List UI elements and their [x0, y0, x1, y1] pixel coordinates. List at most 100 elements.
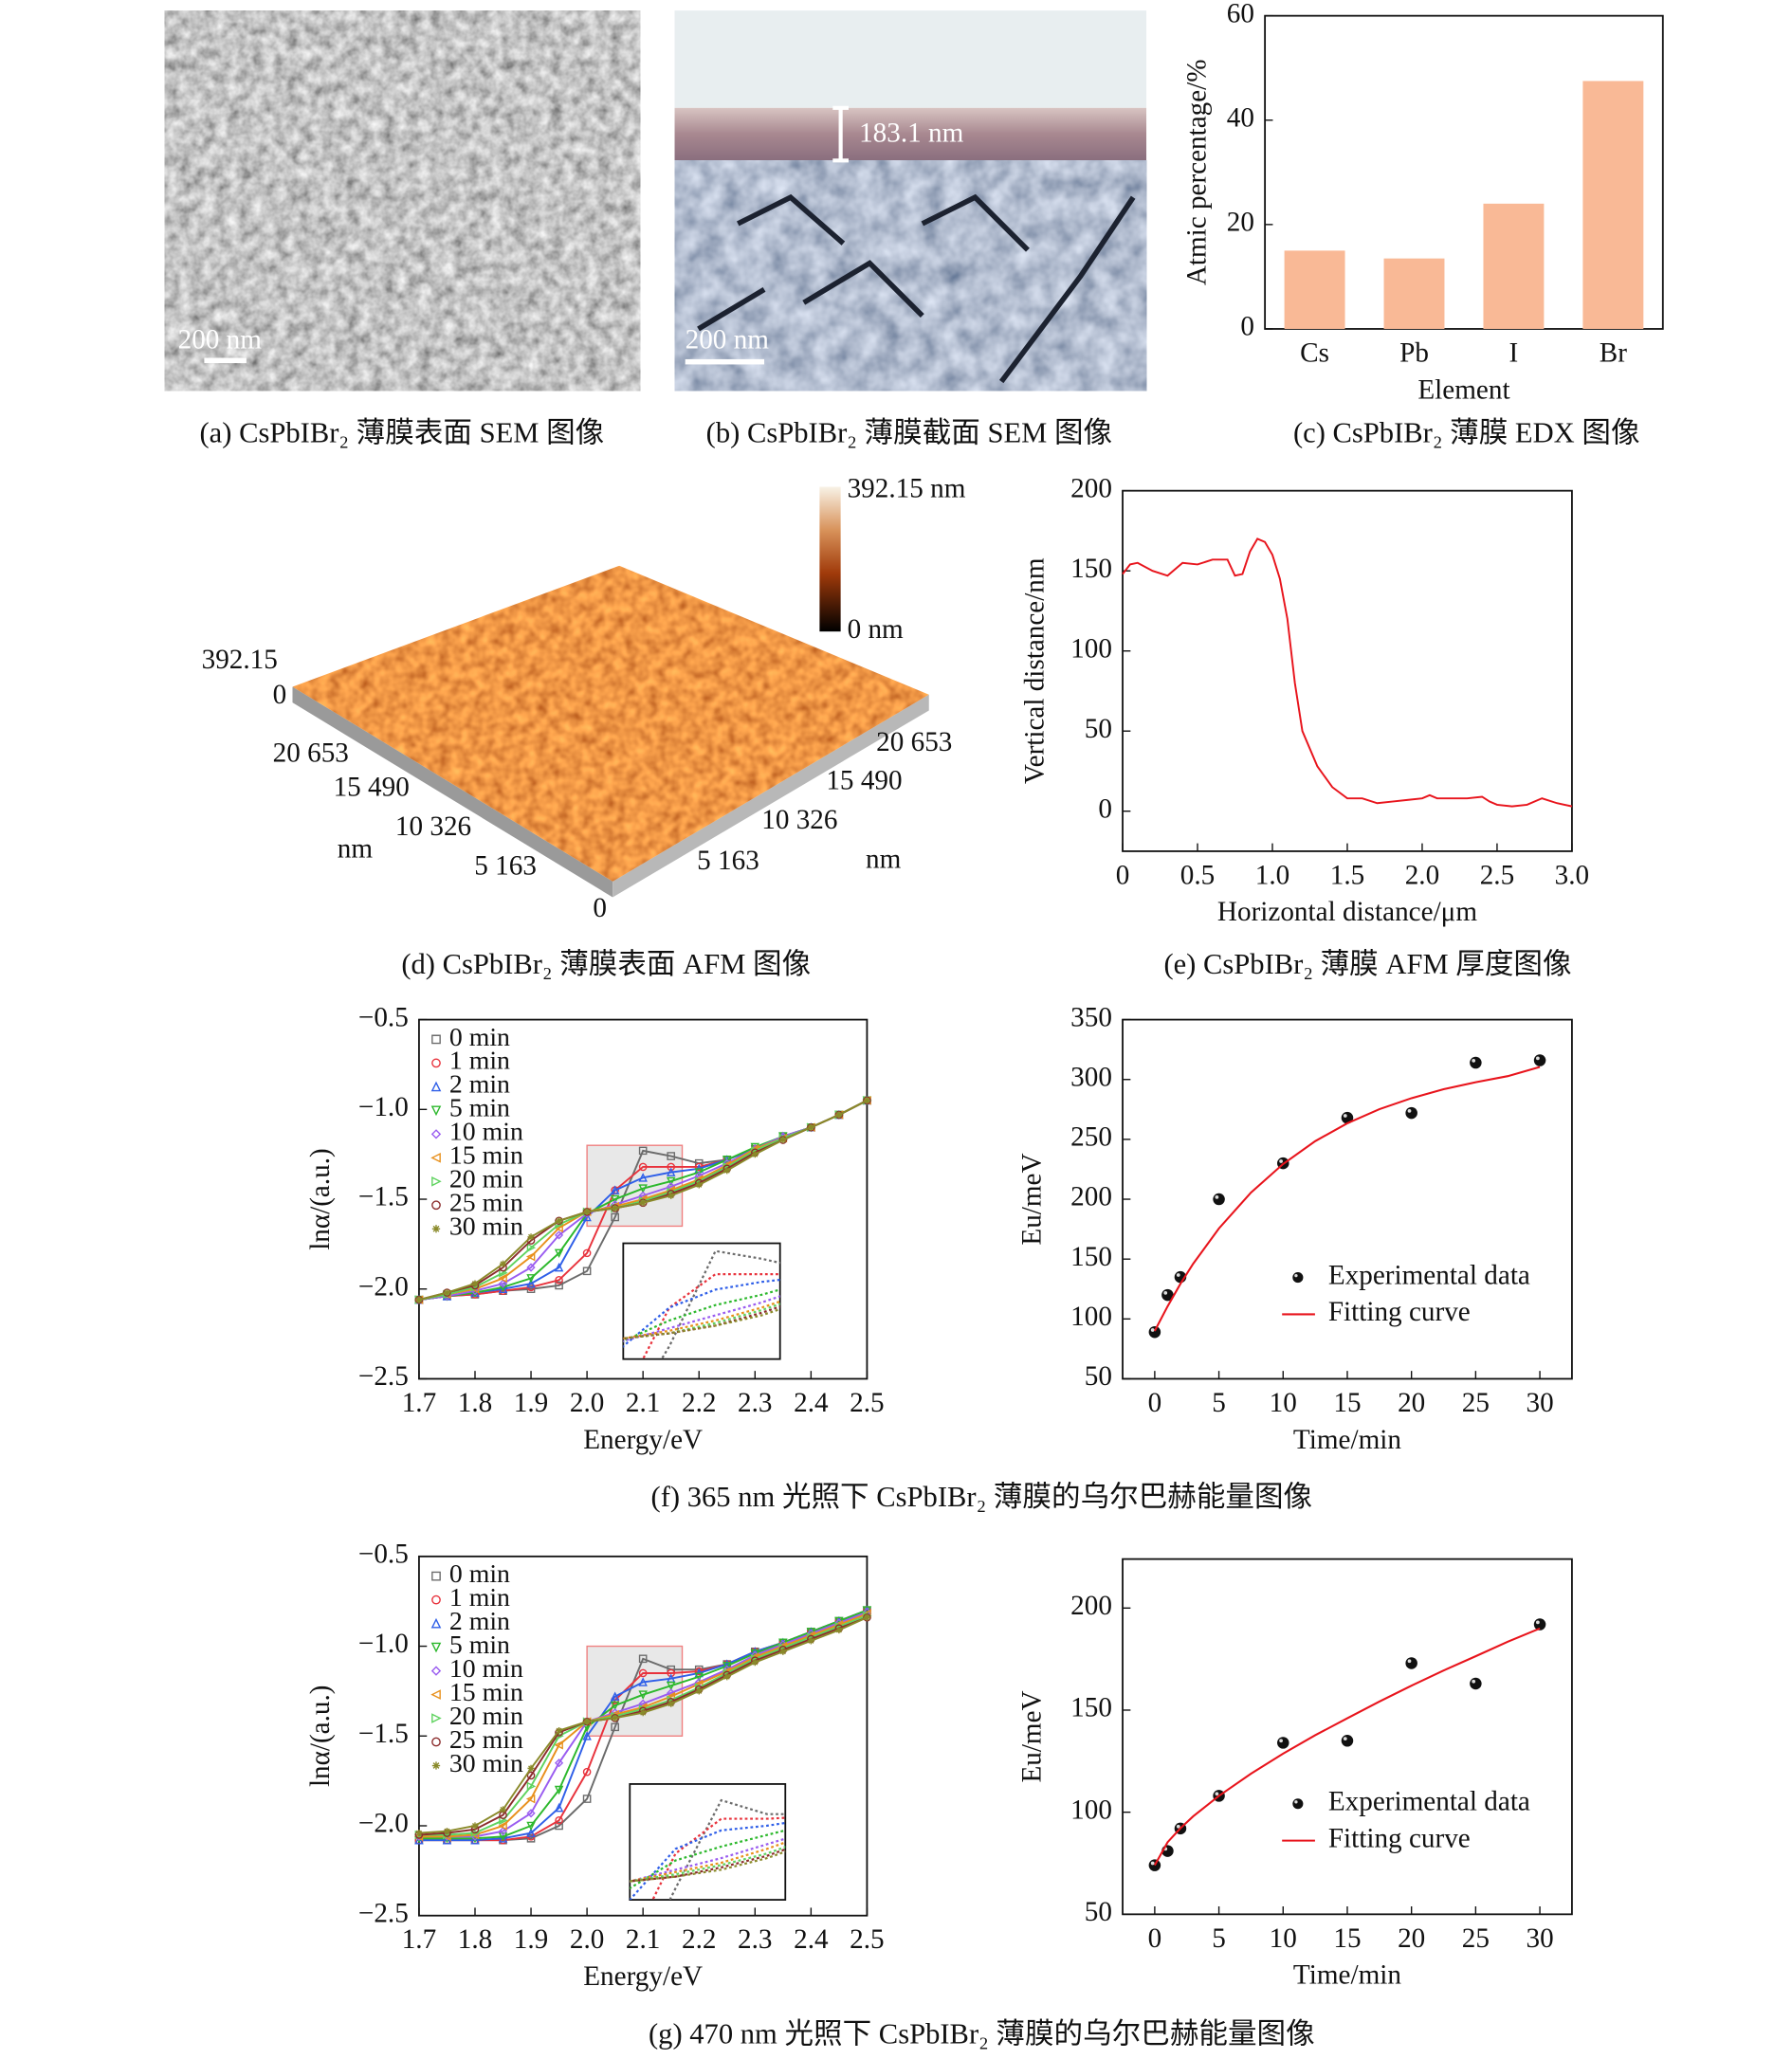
data-point: [525, 1794, 536, 1804]
chart: 0 20 40 60 Element Atmic percentage/% Cs Pb I Br: [1181, 0, 1664, 405]
series-line: [418, 1099, 868, 1302]
legend-label: 0 min: [449, 1559, 510, 1589]
y-tick-label: −0.5: [358, 1002, 409, 1032]
y-tick-label: 50: [1085, 714, 1112, 744]
data-point: [554, 1758, 564, 1768]
data-point: [470, 1834, 480, 1845]
axis-label: 15 490: [334, 772, 410, 802]
legend-label: Experimental data: [1328, 1786, 1530, 1816]
legend-label: 20 min: [449, 1702, 523, 1731]
data-point: [722, 1659, 732, 1668]
data-point: [667, 1668, 676, 1678]
x-tick-label: 1.7: [402, 1924, 436, 1955]
data-point: [498, 1279, 508, 1288]
x-axis-title: Horizontal distance/μm: [1217, 897, 1477, 927]
data-point: [583, 1208, 591, 1215]
x-tick-label: 2.4: [794, 1388, 829, 1418]
data-point: [666, 1681, 676, 1691]
axis-unit: nm: [866, 845, 902, 875]
inset-line: [630, 1829, 786, 1891]
inset-line: [630, 1850, 786, 1883]
data-point: [807, 1123, 814, 1131]
y-axis-title: lnα/(a.u.): [305, 1148, 336, 1250]
legend-label: 5 min: [449, 1094, 510, 1123]
data-point: [555, 1275, 563, 1285]
data-point: [442, 1834, 452, 1845]
highlight: [1536, 1620, 1540, 1625]
x-tick-label: 2.1: [626, 1388, 660, 1418]
legend-symbol: [431, 1737, 441, 1747]
legend-label: 30 min: [449, 1749, 523, 1778]
data-point: [1148, 1325, 1161, 1339]
legend-symbol: [431, 1176, 442, 1187]
data-point: [639, 1199, 647, 1207]
data-point: [526, 1274, 536, 1284]
axis-label: 20 653: [273, 738, 349, 768]
data-point: [751, 1151, 759, 1158]
plot-frame: [1264, 14, 1664, 330]
data-point: [415, 1829, 423, 1837]
data-point: [526, 1278, 536, 1288]
x-axis-title: Time/min: [1293, 1425, 1401, 1455]
x-tick-label: 2.5: [850, 1924, 884, 1955]
x-tick-label: 10: [1270, 1923, 1297, 1954]
colorbar-max: 392.15 nm: [848, 473, 966, 503]
data-point: [583, 1718, 591, 1725]
highlight: [1343, 1114, 1347, 1118]
y-axis-title: Eu/meV: [1017, 1153, 1048, 1245]
data-point: [527, 1233, 535, 1241]
data-point: [555, 1728, 563, 1737]
legend-symbol: [430, 1105, 442, 1117]
inset: [623, 1249, 780, 1359]
data-point: [555, 1816, 563, 1825]
x-tick-label: 2.2: [682, 1924, 716, 1955]
data-point: [835, 1111, 843, 1119]
y-tick-label: −1.5: [358, 1182, 409, 1212]
axis-label: 5 163: [697, 846, 759, 876]
axis-label: 10 326: [761, 805, 837, 835]
y-tick-label: 0: [1240, 312, 1254, 342]
legend-symbol: [430, 1081, 442, 1092]
inset-line: [630, 1848, 786, 1883]
data-point: [638, 1654, 648, 1664]
caption: (a) CsPbIBr₂ 薄膜表面 SEM 图像: [199, 416, 604, 448]
data-point: [694, 1672, 704, 1682]
data-point: [554, 1248, 564, 1259]
data-point: [471, 1280, 479, 1287]
legend-label: 1 min: [449, 1583, 510, 1613]
legend-symbol: [431, 1713, 442, 1723]
legend-label: 15 min: [449, 1678, 523, 1707]
y-tick-label: 50: [1085, 1897, 1112, 1927]
legend-symbol: [431, 1034, 441, 1045]
y-tick-label: −1.0: [358, 1092, 409, 1122]
data-point: [582, 1266, 592, 1276]
legend-symbol: [1292, 1798, 1304, 1810]
caption: (b) CsPbIBr₂ 薄膜截面 SEM 图像: [706, 416, 1112, 448]
legend-label: 5 min: [449, 1631, 510, 1660]
bar: [1483, 203, 1545, 329]
x-tick-label: 15: [1333, 1923, 1361, 1954]
chart: 50 100 150 200 250 300 350 0 5 10 15 20 25 30 Time/min…: [1017, 1002, 1573, 1455]
x-tick-label: 5: [1212, 1388, 1226, 1418]
y-tick-label: −2.5: [358, 1361, 409, 1392]
legend-symbol: [431, 1571, 441, 1581]
chart: 0 50 100 150 200 0 0.5 1.0 1.5 2.0 2.5 3.0 Horizonta…: [1019, 473, 1589, 927]
inset-line: [623, 1288, 780, 1343]
legend-symbol: [431, 1200, 441, 1211]
data-point: [666, 1167, 676, 1176]
highlight: [1279, 1159, 1283, 1163]
axis-label: 10 326: [395, 811, 471, 842]
series-line: [418, 1611, 868, 1838]
x-tick-label: 1.9: [514, 1924, 548, 1955]
x-tick-label: 2.5: [1480, 860, 1514, 890]
highlight: [1472, 1679, 1476, 1684]
data-point: [1341, 1735, 1354, 1747]
highlight: [1215, 1194, 1219, 1199]
data-point: [555, 1726, 563, 1735]
data-point: [582, 1767, 592, 1777]
highlight: [1279, 1739, 1283, 1743]
data-point: [610, 1701, 620, 1711]
x-tick-label: 2.0: [570, 1388, 604, 1418]
data-point: [555, 1821, 563, 1831]
